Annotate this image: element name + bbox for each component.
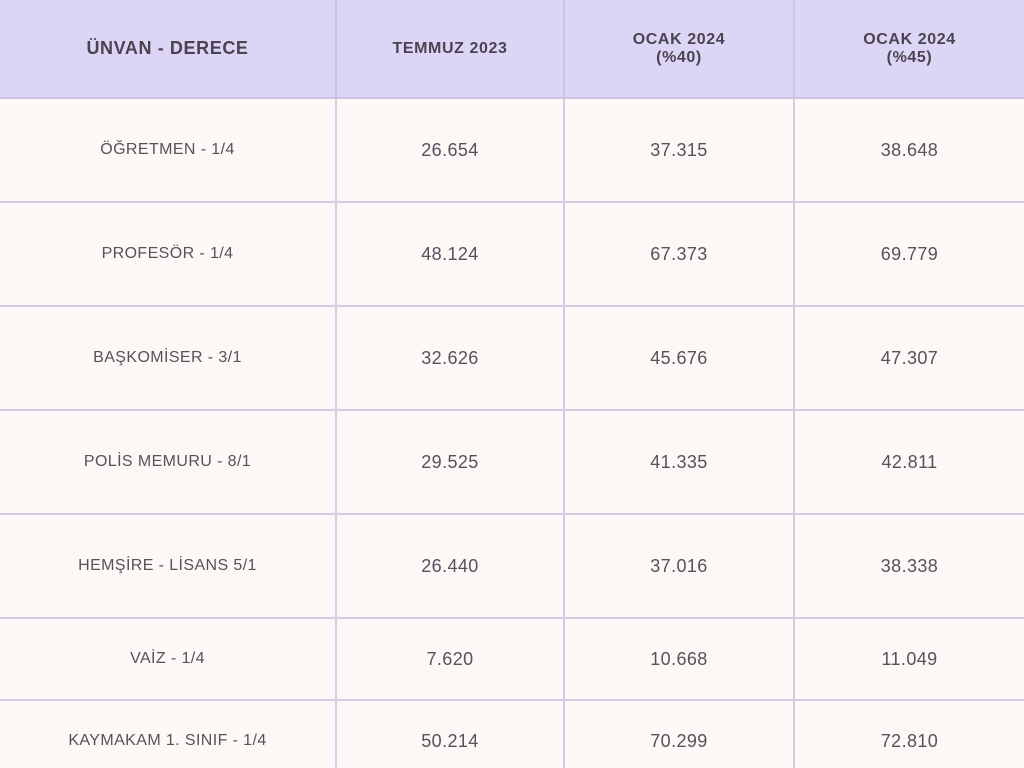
table-row: ÖĞRETMEN - 1/4 26.654 37.315 38.648	[0, 97, 1024, 203]
cell-value: 26.440	[335, 513, 565, 619]
cell-value: 11.049	[793, 617, 1024, 701]
row-label-vaiz: VAİZ - 1/4	[0, 617, 337, 701]
cell-value: 41.335	[563, 409, 795, 515]
row-label-profesor: PROFESÖR - 1/4	[0, 201, 337, 307]
table-row: BAŞKOMİSER - 3/1 32.626 45.676 47.307	[0, 305, 1024, 411]
cell-value: 48.124	[335, 201, 565, 307]
cell-value: 32.626	[335, 305, 565, 411]
cell-value: 45.676	[563, 305, 795, 411]
cell-value: 38.648	[793, 97, 1024, 203]
cell-value: 67.373	[563, 201, 795, 307]
cell-value: 37.315	[563, 97, 795, 203]
column-header-ocak-2024-45: OCAK 2024 (%45)	[793, 0, 1024, 99]
cell-value: 29.525	[335, 409, 565, 515]
cell-value: 37.016	[563, 513, 795, 619]
cell-value: 72.810	[793, 699, 1024, 768]
cell-value: 70.299	[563, 699, 795, 768]
cell-value: 50.214	[335, 699, 565, 768]
table-row: POLİS MEMURU - 8/1 29.525 41.335 42.811	[0, 409, 1024, 515]
cell-value: 69.779	[793, 201, 1024, 307]
column-header-temmuz-2023: TEMMUZ 2023	[335, 0, 565, 99]
cell-value: 47.307	[793, 305, 1024, 411]
cell-value: 38.338	[793, 513, 1024, 619]
row-label-ogretmen: ÖĞRETMEN - 1/4	[0, 97, 337, 203]
cell-value: 7.620	[335, 617, 565, 701]
table-header-row: ÜNVAN - DERECE TEMMUZ 2023 OCAK 2024 (%4…	[0, 0, 1024, 99]
cell-value: 10.668	[563, 617, 795, 701]
table-row: HEMŞİRE - LİSANS 5/1 26.440 37.016 38.33…	[0, 513, 1024, 619]
table-row: KAYMAKAM 1. SINIF - 1/4 50.214 70.299 72…	[0, 699, 1024, 768]
column-header-ocak-2024-40: OCAK 2024 (%40)	[563, 0, 795, 99]
table-row: PROFESÖR - 1/4 48.124 67.373 69.779	[0, 201, 1024, 307]
row-label-hemsire: HEMŞİRE - LİSANS 5/1	[0, 513, 337, 619]
row-label-baskomiser: BAŞKOMİSER - 3/1	[0, 305, 337, 411]
cell-value: 42.811	[793, 409, 1024, 515]
row-label-polis-memuru: POLİS MEMURU - 8/1	[0, 409, 337, 515]
table-row: VAİZ - 1/4 7.620 10.668 11.049	[0, 617, 1024, 701]
column-header-unvan-derece: ÜNVAN - DERECE	[0, 0, 337, 99]
cell-value: 26.654	[335, 97, 565, 203]
row-label-kaymakam: KAYMAKAM 1. SINIF - 1/4	[0, 699, 337, 768]
